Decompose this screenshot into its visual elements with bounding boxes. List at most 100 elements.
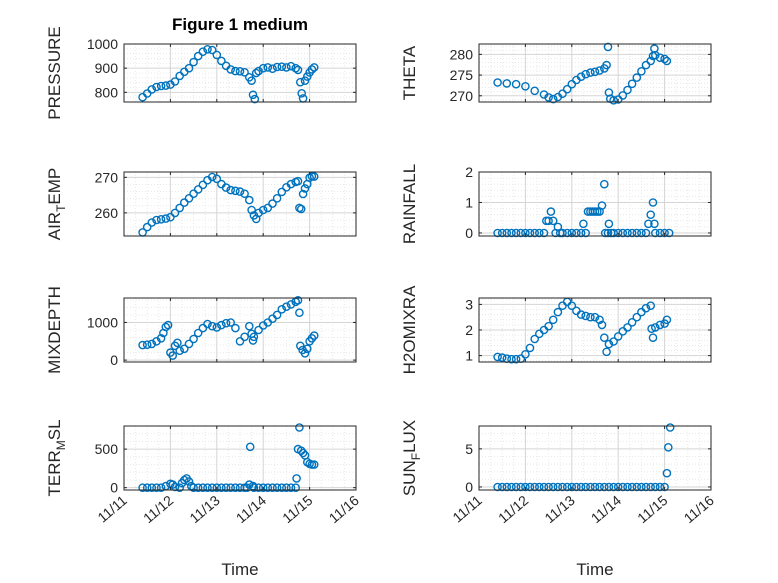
data-point [251, 68, 261, 78]
data-point [648, 333, 658, 343]
data-point [627, 317, 637, 327]
data-point [604, 482, 614, 492]
y-axis-label: SUNFLUX [400, 420, 423, 496]
data-point [662, 56, 672, 66]
data-point [502, 482, 512, 492]
data-point [618, 91, 628, 100]
data-point [226, 318, 235, 327]
data-point [516, 482, 526, 492]
data-point [544, 93, 553, 102]
data-point [156, 214, 166, 224]
data-point [248, 90, 258, 100]
data-point [189, 334, 198, 344]
data-point [300, 348, 310, 358]
data-point [309, 331, 319, 340]
data-point [603, 42, 613, 52]
data-point [572, 482, 581, 492]
data-point [662, 315, 672, 325]
data-point [307, 333, 317, 343]
data-point [198, 47, 208, 57]
data-point [298, 448, 308, 458]
data-point [248, 336, 258, 345]
data-point [272, 62, 282, 72]
data-point [193, 483, 203, 493]
data-point [300, 76, 310, 85]
data-point [272, 193, 282, 203]
data-point [586, 312, 595, 322]
data-point [235, 187, 245, 196]
data-point [521, 349, 530, 359]
data-point [637, 482, 646, 492]
x-axis-label: Time [576, 560, 613, 579]
data-point [235, 336, 245, 346]
data-point [268, 64, 277, 73]
subplot-8: 0 5 11/11 11/12 11/13 11/14 11/15 11/16 Time SUNF… [400, 420, 717, 579]
x-tick-label: 11/12 [140, 492, 176, 526]
data-point [576, 72, 586, 81]
data-point [562, 228, 572, 238]
data-point [581, 228, 591, 238]
data-point [507, 482, 516, 492]
data-point [535, 482, 544, 492]
data-point [544, 482, 553, 492]
y-tick-label: 500 [95, 441, 119, 457]
data-point [277, 483, 287, 493]
data-point [600, 482, 609, 492]
data-point [586, 68, 595, 77]
data-point [647, 324, 656, 334]
data-point [646, 56, 656, 66]
data-point [217, 483, 226, 493]
data-point [502, 228, 512, 238]
data-point [168, 351, 177, 360]
y-axis-label: THETA [400, 45, 419, 100]
x-tick-label: 11/13 [186, 492, 222, 526]
data-point [295, 77, 305, 87]
data-point [539, 228, 549, 238]
x-tick-label: 11/15 [634, 492, 670, 526]
data-point [539, 482, 549, 492]
data-point [161, 322, 171, 332]
data-point [646, 482, 656, 492]
data-point [235, 67, 245, 76]
data-point [291, 483, 301, 493]
data-point [207, 172, 217, 182]
subplot-6: 1 2 3 H2OMIXRA [400, 285, 712, 374]
data-point [277, 304, 287, 314]
data-point [240, 332, 249, 342]
data-point [291, 63, 301, 73]
axes-box [478, 43, 712, 103]
data-point [613, 482, 623, 492]
data-point [609, 337, 618, 346]
data-point [650, 219, 659, 229]
data-point [247, 76, 256, 85]
data-point [651, 482, 660, 492]
y-tick-label: 260 [95, 205, 119, 221]
data-point [170, 208, 180, 218]
data-point [286, 179, 296, 189]
data-point [632, 73, 642, 82]
data-point [295, 423, 304, 432]
data-point [567, 79, 577, 89]
data-point [297, 89, 307, 98]
data-point [618, 482, 628, 492]
data-point [600, 228, 610, 238]
data-point [632, 228, 642, 238]
subplot-4: 0 1 2 RAINFALL [400, 164, 712, 244]
data-point [590, 67, 600, 77]
data-point [651, 50, 660, 60]
data-point [655, 228, 665, 238]
data-point [511, 228, 521, 238]
data-point [207, 483, 217, 493]
data-point [590, 482, 600, 492]
data-point [298, 189, 308, 199]
data-point [581, 311, 591, 321]
data-point [161, 81, 171, 90]
data-point [221, 483, 231, 493]
data-point [644, 219, 653, 229]
data-point [240, 68, 249, 77]
data-point [579, 219, 588, 229]
data-point [156, 333, 166, 343]
data-point [293, 65, 303, 75]
y-tick-label: 280 [450, 46, 474, 62]
data-point [511, 354, 521, 364]
